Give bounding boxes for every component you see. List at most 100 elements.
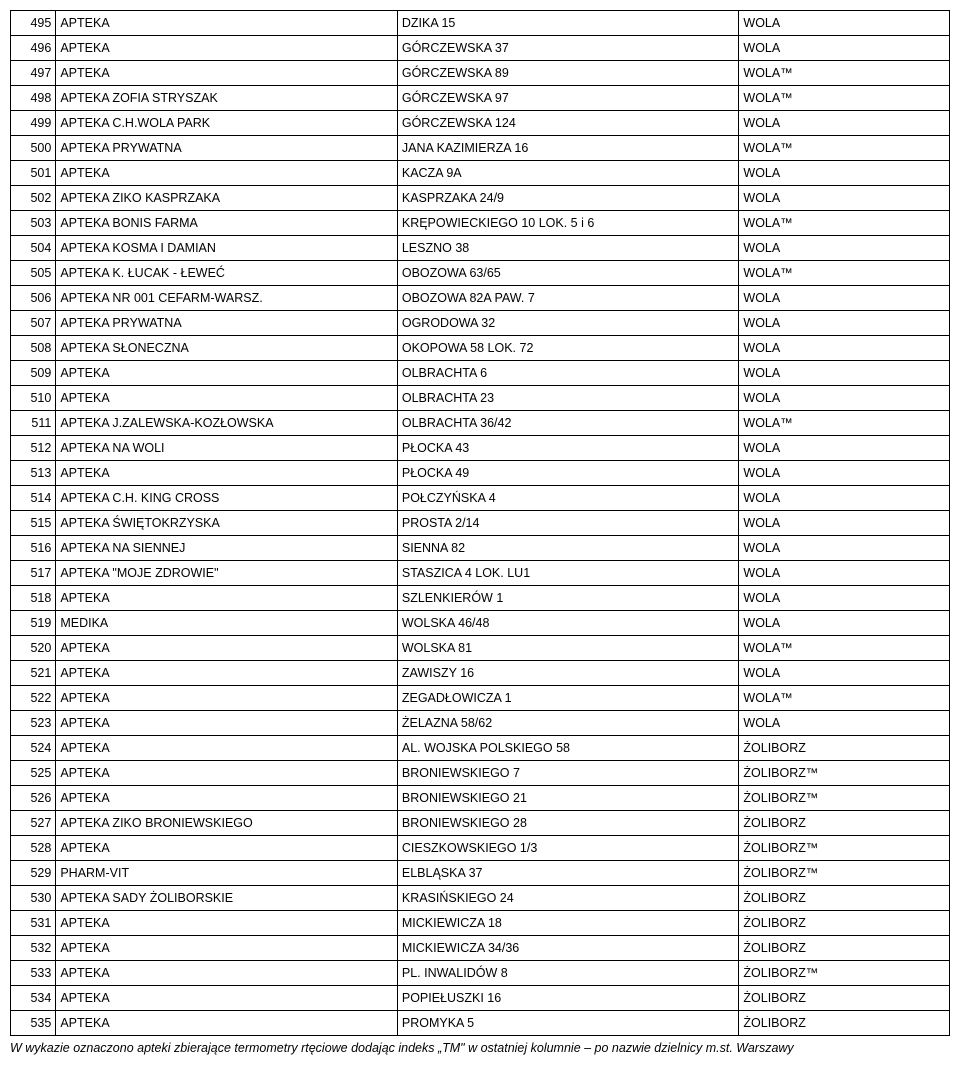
pharmacy-name: APTEKA: [56, 836, 398, 861]
table-row: 499APTEKA C.H.WOLA PARKGÓRCZEWSKA 124WOL…: [11, 111, 950, 136]
pharmacy-name: APTEKA: [56, 686, 398, 711]
pharmacy-address: BRONIEWSKIEGO 7: [397, 761, 739, 786]
table-row: 532APTEKAMICKIEWICZA 34/36ŻOLIBORZ: [11, 936, 950, 961]
row-number: 498: [11, 86, 56, 111]
table-row: 512APTEKA NA WOLIPŁOCKA 43WOLA: [11, 436, 950, 461]
row-number: 520: [11, 636, 56, 661]
row-number: 499: [11, 111, 56, 136]
district: WOLA: [739, 11, 950, 36]
pharmacy-address: POŁCZYŃSKA 4: [397, 486, 739, 511]
row-number: 524: [11, 736, 56, 761]
table-row: 516APTEKA NA SIENNEJSIENNA 82WOLA: [11, 536, 950, 561]
district: WOLA: [739, 386, 950, 411]
table-row: 534APTEKAPOPIEŁUSZKI 16ŻOLIBORZ: [11, 986, 950, 1011]
row-number: 530: [11, 886, 56, 911]
district: WOLA: [739, 186, 950, 211]
row-number: 497: [11, 61, 56, 86]
district: ŻOLIBORZ™: [739, 961, 950, 986]
pharmacy-name: APTEKA: [56, 911, 398, 936]
pharmacy-name: APTEKA: [56, 636, 398, 661]
table-row: 523APTEKAŻELAZNA 58/62WOLA: [11, 711, 950, 736]
table-row: 503APTEKA BONIS FARMAKRĘPOWIECKIEGO 10 L…: [11, 211, 950, 236]
district: ŻOLIBORZ: [739, 986, 950, 1011]
row-number: 513: [11, 461, 56, 486]
row-number: 507: [11, 311, 56, 336]
pharmacy-name: APTEKA C.H.WOLA PARK: [56, 111, 398, 136]
pharmacy-address: ELBLĄSKA 37: [397, 861, 739, 886]
district: WOLA: [739, 286, 950, 311]
pharmacy-address: OLBRACHTA 23: [397, 386, 739, 411]
pharmacy-address: MICKIEWICZA 18: [397, 911, 739, 936]
pharmacy-address: MICKIEWICZA 34/36: [397, 936, 739, 961]
pharmacy-name: APTEKA: [56, 161, 398, 186]
table-row: 508APTEKA SŁONECZNAOKOPOWA 58 LOK. 72WOL…: [11, 336, 950, 361]
row-number: 508: [11, 336, 56, 361]
district: WOLA: [739, 436, 950, 461]
row-number: 528: [11, 836, 56, 861]
pharmacy-address: KRĘPOWIECKIEGO 10 LOK. 5 i 6: [397, 211, 739, 236]
pharmacy-name: APTEKA ŚWIĘTOKRZYSKA: [56, 511, 398, 536]
table-row: 495APTEKADZIKA 15WOLA: [11, 11, 950, 36]
pharmacy-name: APTEKA PRYWATNA: [56, 311, 398, 336]
pharmacy-address: PŁOCKA 49: [397, 461, 739, 486]
pharmacy-name: APTEKA: [56, 711, 398, 736]
row-number: 533: [11, 961, 56, 986]
pharmacy-name: APTEKA SŁONECZNA: [56, 336, 398, 361]
pharmacy-address: AL. WOJSKA POLSKIEGO 58: [397, 736, 739, 761]
row-number: 515: [11, 511, 56, 536]
pharmacy-address: OBOZOWA 82A PAW. 7: [397, 286, 739, 311]
row-number: 517: [11, 561, 56, 586]
district: ŻOLIBORZ: [739, 886, 950, 911]
pharmacy-table: 495APTEKADZIKA 15WOLA496APTEKAGÓRCZEWSKA…: [10, 10, 950, 1036]
district: WOLA: [739, 711, 950, 736]
district: WOLA: [739, 661, 950, 686]
table-row: 497APTEKAGÓRCZEWSKA 89WOLA™: [11, 61, 950, 86]
pharmacy-name: APTEKA PRYWATNA: [56, 136, 398, 161]
district: WOLA™: [739, 211, 950, 236]
district: WOLA: [739, 611, 950, 636]
district: WOLA™: [739, 261, 950, 286]
pharmacy-name: APTEKA C.H. KING CROSS: [56, 486, 398, 511]
table-row: 502APTEKA ZIKO KASPRZAKAKASPRZAKA 24/9WO…: [11, 186, 950, 211]
pharmacy-name: APTEKA J.ZALEWSKA-KOZŁOWSKA: [56, 411, 398, 436]
table-row: 528APTEKACIESZKOWSKIEGO 1/3ŻOLIBORZ™: [11, 836, 950, 861]
pharmacy-address: WOLSKA 81: [397, 636, 739, 661]
district: WOLA: [739, 461, 950, 486]
pharmacy-name: APTEKA NR 001 CEFARM-WARSZ.: [56, 286, 398, 311]
table-row: 519MEDIKAWOLSKA 46/48WOLA: [11, 611, 950, 636]
pharmacy-address: KACZA 9A: [397, 161, 739, 186]
row-number: 521: [11, 661, 56, 686]
district: WOLA™: [739, 61, 950, 86]
pharmacy-address: OGRODOWA 32: [397, 311, 739, 336]
district: ŻOLIBORZ™: [739, 861, 950, 886]
row-number: 504: [11, 236, 56, 261]
row-number: 529: [11, 861, 56, 886]
pharmacy-name: APTEKA: [56, 386, 398, 411]
row-number: 495: [11, 11, 56, 36]
row-number: 502: [11, 186, 56, 211]
district: WOLA: [739, 511, 950, 536]
pharmacy-name: APTEKA: [56, 1011, 398, 1036]
pharmacy-address: GÓRCZEWSKA 37: [397, 36, 739, 61]
district: ŻOLIBORZ: [739, 1011, 950, 1036]
pharmacy-address: POPIEŁUSZKI 16: [397, 986, 739, 1011]
pharmacy-address: GÓRCZEWSKA 97: [397, 86, 739, 111]
district: ŻOLIBORZ: [739, 811, 950, 836]
table-row: 510APTEKAOLBRACHTA 23WOLA: [11, 386, 950, 411]
row-number: 516: [11, 536, 56, 561]
pharmacy-address: BRONIEWSKIEGO 21: [397, 786, 739, 811]
pharmacy-name: APTEKA: [56, 461, 398, 486]
district: WOLA™: [739, 136, 950, 161]
table-row: 500APTEKA PRYWATNAJANA KAZIMIERZA 16WOLA…: [11, 136, 950, 161]
table-row: 533APTEKAPL. INWALIDÓW 8ŻOLIBORZ™: [11, 961, 950, 986]
district: WOLA™: [739, 411, 950, 436]
table-row: 506APTEKA NR 001 CEFARM-WARSZ.OBOZOWA 82…: [11, 286, 950, 311]
table-row: 514APTEKA C.H. KING CROSSPOŁCZYŃSKA 4WOL…: [11, 486, 950, 511]
district: WOLA: [739, 311, 950, 336]
table-row: 505APTEKA K. ŁUCAK - ŁEWEĆOBOZOWA 63/65W…: [11, 261, 950, 286]
pharmacy-name: APTEKA KOSMA I DAMIAN: [56, 236, 398, 261]
district: WOLA: [739, 486, 950, 511]
district: WOLA: [739, 536, 950, 561]
pharmacy-address: WOLSKA 46/48: [397, 611, 739, 636]
pharmacy-name: MEDIKA: [56, 611, 398, 636]
